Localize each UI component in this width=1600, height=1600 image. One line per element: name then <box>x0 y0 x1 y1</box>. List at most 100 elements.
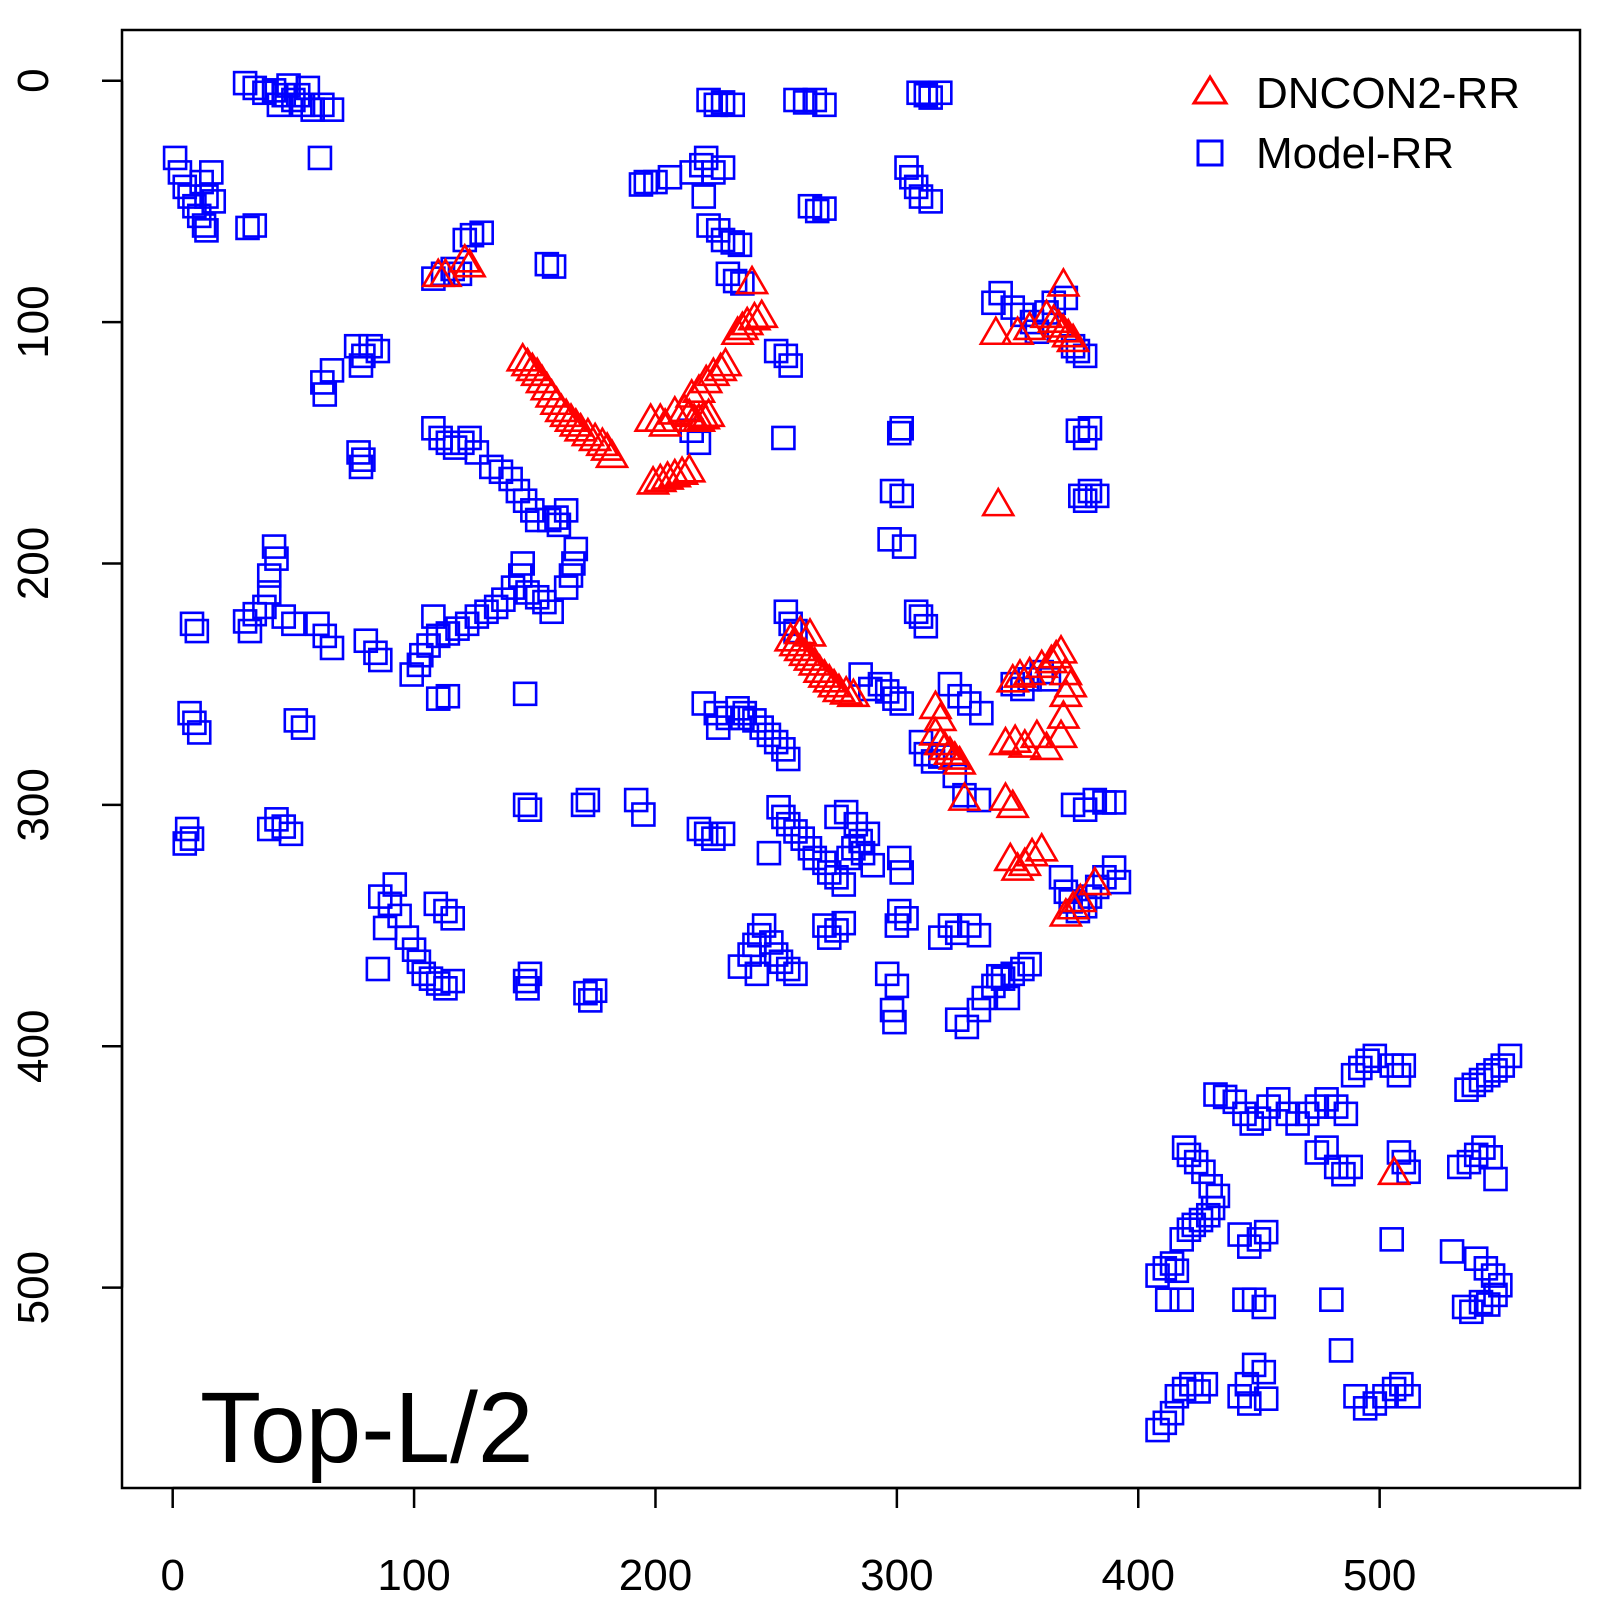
model-rr-point <box>732 700 758 726</box>
model-rr-point <box>358 333 383 359</box>
model-rr-point <box>908 604 934 629</box>
model-rr-point <box>679 160 704 185</box>
model-rr-point <box>1323 1154 1349 1180</box>
model-rr-point <box>886 420 912 446</box>
model-rr-point <box>1381 1376 1407 1402</box>
model-rr-point <box>691 184 717 209</box>
model-rr-point <box>177 700 202 726</box>
model-rr-point <box>290 92 316 118</box>
dncon2-rr-point <box>737 300 772 331</box>
dncon2-rr-point <box>1077 865 1113 896</box>
model-rr-point <box>1319 1287 1344 1313</box>
model-rr-point <box>1101 790 1127 815</box>
dncon2-rr-point <box>1046 266 1081 297</box>
model-rr-point <box>1451 1294 1477 1320</box>
model-rr-point <box>797 836 823 861</box>
model-rr-point <box>561 551 586 576</box>
model-rr-point <box>1010 676 1035 702</box>
model-rr-point <box>582 978 608 1004</box>
model-rr-point <box>440 906 466 931</box>
model-rr-point <box>771 737 796 762</box>
model-rr-point <box>167 160 193 185</box>
model-rr-point <box>812 92 837 118</box>
model-rr-point <box>544 505 569 530</box>
model-rr-point <box>1251 1294 1277 1320</box>
model-rr-point <box>201 189 227 214</box>
model-rr-point <box>1241 1287 1267 1313</box>
dncon2-rr-point <box>1000 315 1035 346</box>
y-axis: 0 100 200 300 400 500 <box>9 68 124 1324</box>
model-rr-point <box>464 440 490 465</box>
model-rr-point <box>705 715 731 740</box>
model-rr-point <box>628 172 654 197</box>
dncon2-rr-point <box>1376 1155 1412 1186</box>
model-rr-point <box>199 160 224 185</box>
model-rr-point <box>1193 1371 1219 1397</box>
model-rr-point <box>657 164 683 190</box>
model-rr-point <box>406 652 432 678</box>
model-rr-point <box>182 710 207 736</box>
dncon2-rr-point <box>1048 896 1084 927</box>
x-tick-label: 500 <box>1343 1551 1416 1600</box>
model-rr-point <box>539 599 564 625</box>
model-rr-point <box>1256 1094 1281 1119</box>
model-rr-point <box>877 527 902 552</box>
model-rr-point <box>232 70 258 96</box>
model-rr-point <box>191 213 217 238</box>
model-rr-point <box>1304 1140 1330 1165</box>
model-rr-point <box>696 213 721 238</box>
x-tick-label: 0 <box>160 1551 184 1600</box>
legend-square-icon <box>1196 139 1224 167</box>
dncon2-rr-point <box>995 788 1030 819</box>
model-rr-point <box>1468 1067 1494 1093</box>
model-rr-point <box>433 898 458 924</box>
dncon2-rr-point <box>1038 638 1074 669</box>
model-rr-point <box>1333 1101 1359 1127</box>
dncon2-rr-point <box>1043 718 1079 749</box>
model-rr-point <box>691 691 717 716</box>
model-rr-point <box>1497 1043 1523 1069</box>
model-rr-point <box>194 218 219 243</box>
model-rr-point <box>512 681 538 707</box>
model-rr-point <box>1475 1062 1501 1088</box>
model-rr-point <box>534 251 560 277</box>
model-rr-point <box>442 435 468 460</box>
model-rr-point <box>517 797 543 822</box>
legend-label-dncon2: DNCON2-RR <box>1256 69 1520 118</box>
model-rr-point <box>271 604 297 629</box>
model-rr-point <box>1439 1239 1465 1264</box>
x-tick-label: 300 <box>860 1551 933 1600</box>
model-rr-point <box>1227 1383 1252 1409</box>
model-rr-point <box>382 872 408 897</box>
model-rr-point <box>541 254 567 279</box>
model-rr-point <box>867 671 893 697</box>
model-rr-point <box>804 198 830 224</box>
model-rr-point <box>884 913 910 938</box>
model-rr-point <box>722 268 748 294</box>
model-rr-point <box>512 792 538 818</box>
dncon2-rr-point <box>1043 633 1079 664</box>
model-rr-point <box>802 845 828 871</box>
model-rr-point <box>186 720 212 745</box>
dncon2-rr-point <box>594 438 630 469</box>
x-tick-label: 400 <box>1102 1551 1175 1600</box>
model-rr-point <box>1246 1227 1272 1252</box>
model-rr-point <box>766 794 791 820</box>
model-rr-point <box>515 580 540 605</box>
model-rr-point <box>237 618 263 644</box>
dncon2-rr-point <box>744 298 779 329</box>
model-rr-point <box>421 604 446 629</box>
model-rr-point <box>643 169 668 195</box>
model-rr-point <box>889 691 914 716</box>
model-rr-point <box>710 155 736 180</box>
model-rr-point <box>903 174 929 200</box>
y-tick-label: 0 <box>9 68 58 92</box>
model-rr-point <box>1101 855 1127 880</box>
dncon2-rr-point <box>1063 882 1098 913</box>
dncon2-rr-point <box>570 416 606 447</box>
model-rr-point <box>1483 1058 1508 1083</box>
model-rr-point <box>631 802 656 827</box>
model-rr-point <box>1232 1101 1257 1127</box>
model-rr-point <box>532 589 557 615</box>
dncon2-rr-point <box>1034 643 1069 674</box>
